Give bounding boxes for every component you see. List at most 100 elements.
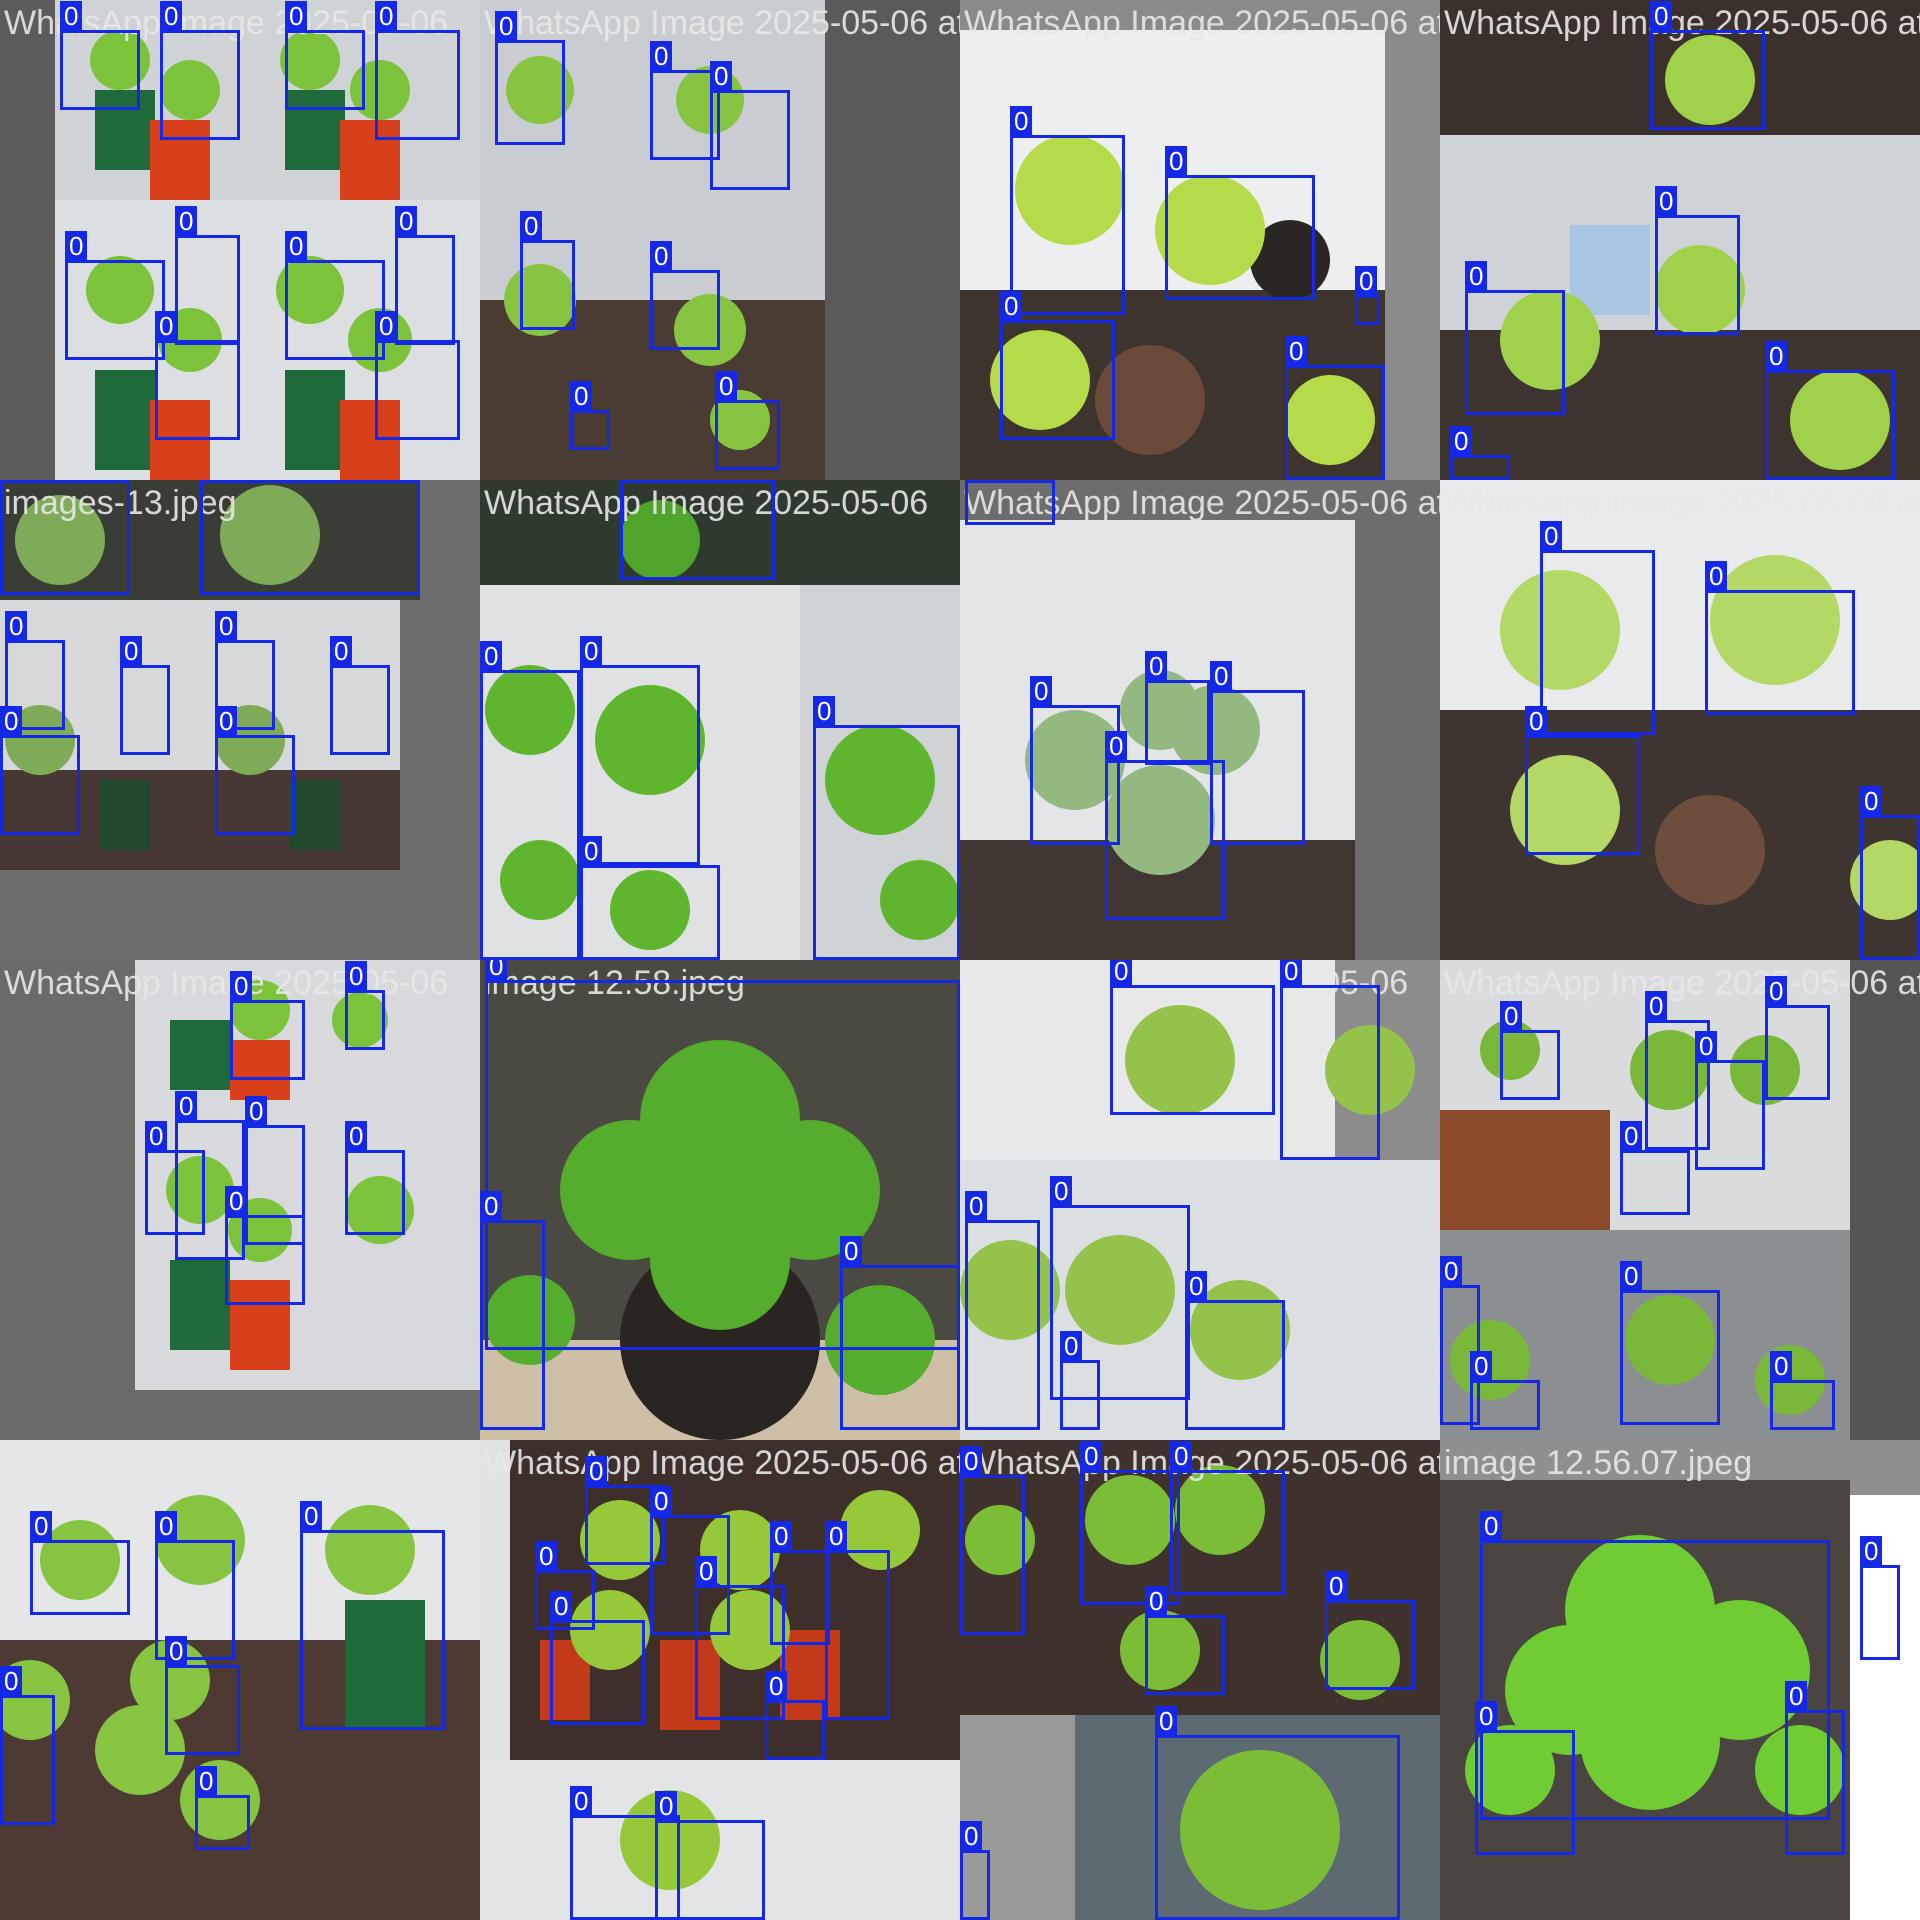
plant-photo bbox=[0, 1440, 480, 1920]
detection-box: 0 bbox=[650, 241, 720, 350]
class-label: 0 bbox=[1695, 1031, 1718, 1061]
detection-box: 0 bbox=[495, 11, 565, 145]
mosaic-tile: WhatsApp Image 2025-05-06 0 0 0 0 0 bbox=[480, 480, 960, 960]
detection-box: 0 bbox=[580, 636, 700, 865]
detection-box: 0 bbox=[175, 206, 240, 345]
class-label: 0 bbox=[1325, 1571, 1348, 1601]
mosaic-tile: WhatsApp Image 2025-05-06 at 12.55.15.jp… bbox=[480, 0, 960, 480]
class-label: 0 bbox=[485, 960, 508, 981]
tile-filename: WhatsApp Image 2025-05-06 at 12.56.16.jp… bbox=[484, 1444, 960, 1482]
detection-box: 0 bbox=[770, 1521, 830, 1645]
detection-box: 0 bbox=[1110, 960, 1275, 1115]
class-label: 0 bbox=[245, 1096, 268, 1126]
detection-box: 0 bbox=[0, 706, 80, 835]
mosaic-tile: WhatsApp Image 2025-05-06 0 0 0 0 0 0 bbox=[960, 960, 1440, 1440]
detection-box: 0 bbox=[60, 1, 140, 110]
detection-box: 0 bbox=[120, 636, 170, 755]
class-label: 0 bbox=[120, 636, 143, 666]
detection-box: 0 bbox=[285, 1, 365, 110]
class-label: 0 bbox=[960, 1821, 983, 1851]
class-label: 0 bbox=[715, 371, 738, 401]
detection-box: 0 bbox=[160, 1, 240, 140]
mosaic-tile: image 12.58.jpeg 0 0 0 bbox=[480, 960, 960, 1440]
detection-box: 0 bbox=[200, 480, 420, 595]
detection-box: 0 bbox=[65, 231, 165, 360]
detection-box: 0 bbox=[1705, 561, 1855, 715]
detection-box: 0 bbox=[1280, 960, 1380, 1160]
class-label: 0 bbox=[375, 311, 398, 341]
class-label: 0 bbox=[960, 1446, 983, 1476]
detection-box: 0 bbox=[570, 1786, 680, 1920]
class-label: 0 bbox=[580, 836, 603, 866]
detection-box: 0 bbox=[395, 206, 455, 345]
class-label: 0 bbox=[0, 1666, 23, 1696]
class-label: 0 bbox=[160, 1, 183, 31]
plant-photo bbox=[0, 480, 480, 960]
class-label: 0 bbox=[165, 1636, 188, 1666]
detection-box: 0 bbox=[0, 1666, 55, 1825]
class-label: 0 bbox=[1030, 676, 1053, 706]
detection-box: 0 bbox=[1060, 1331, 1100, 1430]
detection-box: 0 bbox=[520, 211, 575, 330]
class-label: 0 bbox=[1650, 1, 1673, 31]
class-label: 0 bbox=[215, 706, 238, 736]
class-label: 0 bbox=[550, 1591, 573, 1621]
detection-box: 0 bbox=[650, 1486, 730, 1635]
class-label: 0 bbox=[330, 636, 353, 666]
detection-box: 0 bbox=[535, 1541, 595, 1630]
detection-box: 0 bbox=[1030, 676, 1120, 845]
plant-photo bbox=[0, 0, 480, 480]
class-label: 0 bbox=[1010, 106, 1033, 136]
class-label: 0 bbox=[65, 231, 88, 261]
class-label: 0 bbox=[375, 1, 398, 31]
detection-box: 0 bbox=[1785, 1681, 1845, 1855]
tile-filename: WhatsApp Image 2025-05-06 bbox=[964, 964, 1409, 1002]
detection-box: 0 bbox=[580, 836, 720, 960]
detection-box: 0 bbox=[655, 1791, 765, 1920]
detection-box: 0 bbox=[285, 231, 385, 360]
class-label: 0 bbox=[1060, 1331, 1083, 1361]
class-label: 0 bbox=[825, 1521, 848, 1551]
detection-box: 0 bbox=[1170, 1441, 1285, 1595]
class-label: 0 bbox=[1145, 651, 1168, 681]
mosaic-tile: WhatsApp Image 2025-05-06 at 12.56.09.jp… bbox=[960, 480, 1440, 960]
class-label: 0 bbox=[585, 1456, 608, 1486]
detection-box: 0 bbox=[825, 1521, 890, 1720]
detection-box: 0 bbox=[1540, 521, 1655, 735]
class-label: 0 bbox=[1050, 1176, 1073, 1206]
detection-box: 0 bbox=[1765, 341, 1895, 480]
detection-box: 0 bbox=[650, 41, 720, 160]
class-label: 0 bbox=[570, 381, 593, 411]
detection-box: 0 bbox=[1695, 1031, 1765, 1170]
class-label: 0 bbox=[285, 231, 308, 261]
detection-box: 0 bbox=[480, 1191, 545, 1430]
detection-box: 0 bbox=[1860, 1536, 1900, 1660]
mosaic-tile: WhatsApp Image 2025-05-06 at 12.56.16.jp… bbox=[480, 1440, 960, 1920]
detection-box: 0 bbox=[155, 311, 240, 440]
detection-box: 0 bbox=[620, 480, 775, 580]
detection-box: 0 bbox=[1470, 1351, 1540, 1430]
mosaic-tile: WhatsApp Image 2025-05-06 0 0 0 0 0 0 bbox=[0, 1440, 480, 1920]
detection-box: 0 bbox=[230, 971, 305, 1080]
mosaic-tile: WhatsApp Image 2025-05-06 at 12.58.05.jp… bbox=[960, 0, 1440, 480]
class-label: 0 bbox=[1765, 341, 1788, 371]
tile-filename: WhatsApp Image 2025-05-06 bbox=[4, 964, 449, 1002]
class-label: 0 bbox=[345, 961, 368, 991]
class-label: 0 bbox=[1210, 661, 1233, 691]
class-label: 0 bbox=[60, 1, 83, 31]
detection-box: 0 bbox=[215, 611, 275, 730]
plant-photo bbox=[480, 480, 960, 960]
detection-box: 0 bbox=[1525, 706, 1640, 855]
plant-photo bbox=[960, 480, 1440, 960]
detection-box: 0 bbox=[1155, 1706, 1400, 1920]
class-label: 0 bbox=[480, 641, 503, 671]
detection-box: 0 bbox=[1475, 1701, 1575, 1855]
tile-filename: image 12.58.jpeg bbox=[484, 964, 745, 1002]
detection-box: 0 bbox=[485, 960, 960, 1350]
detection-box: 0 bbox=[1650, 1, 1765, 130]
class-label: 0 bbox=[175, 206, 198, 236]
class-label: 0 bbox=[300, 1501, 323, 1531]
detection-box: 0 bbox=[1500, 1001, 1560, 1100]
mosaic-tile: WhatsApp Image 2025-05-06 at 12.56.14.jp… bbox=[1440, 480, 1920, 960]
mosaic-tile: WhatsApp Image 2025-05-06 0 0 0 0 0 0 0 … bbox=[0, 0, 480, 480]
